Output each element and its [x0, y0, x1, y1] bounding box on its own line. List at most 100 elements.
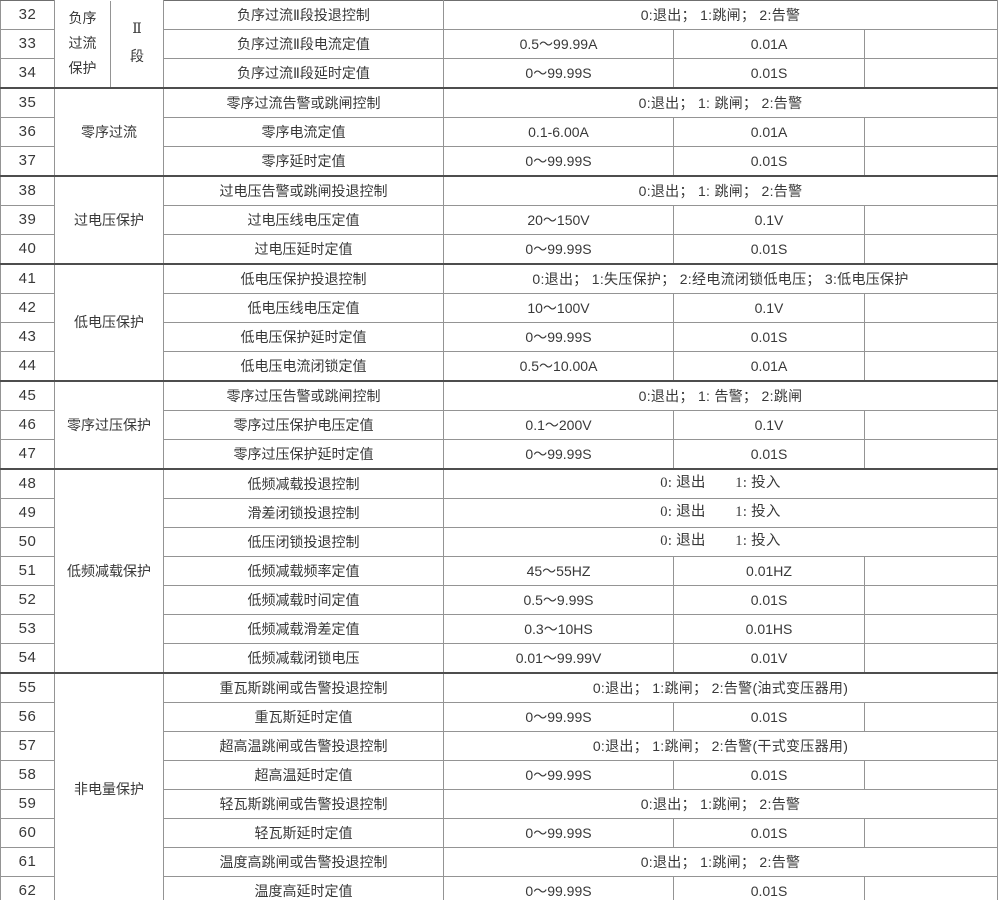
note-cell	[863, 234, 999, 265]
item-cell: 零序过压保护延时定值	[163, 439, 444, 470]
range-cell: 10～100V	[443, 293, 674, 323]
step-cell: 0.01S	[673, 818, 865, 848]
step-cell: 0.01HZ	[673, 556, 865, 586]
item-cell: 低频减载频率定值	[163, 556, 444, 586]
category-cell: 负序过流保护	[54, 0, 111, 89]
row-number: 53	[0, 614, 55, 644]
row-number: 38	[0, 175, 55, 206]
range-cell: 20～150V	[443, 205, 674, 235]
range-cell: 0～99.99S	[443, 234, 674, 265]
row-number: 58	[0, 760, 55, 790]
table-row: 34 负序过流Ⅱ段延时定值 0～99.99S 0.01S	[0, 58, 999, 89]
note-cell	[863, 351, 999, 382]
step-cell: 0.01S	[673, 146, 865, 177]
step-cell: 0.01S	[673, 702, 865, 732]
step-cell: 0.01A	[673, 117, 865, 147]
options-cell: 0:退出； 1:跳闸； 2:告警	[442, 847, 999, 877]
item-cell: 负序过流Ⅱ段电流定值	[163, 29, 444, 59]
table-row: 61 温度高跳闸或告警投退控制 0:退出； 1:跳闸； 2:告警	[0, 847, 999, 877]
step-cell: 0.01S	[673, 439, 865, 470]
row-number: 37	[0, 146, 55, 177]
range-cell: 0～99.99S	[443, 818, 674, 848]
item-cell: 零序过压保护电压定值	[163, 410, 444, 440]
item-cell: 重瓦斯跳闸或告警投退控制	[163, 672, 444, 703]
row-number: 42	[0, 293, 55, 323]
options-cell: 0:退出； 1:跳闸； 2:告警	[442, 0, 999, 30]
range-cell: 0～99.99S	[443, 58, 674, 89]
row-number: 60	[0, 818, 55, 848]
table-row: 55 非电量保护 重瓦斯跳闸或告警投退控制 0:退出； 1:跳闸； 2:告警(油…	[0, 672, 999, 900]
item-cell: 低频减载投退控制	[163, 468, 444, 499]
item-cell: 过电压告警或跳闸投退控制	[163, 175, 444, 206]
note-cell	[863, 58, 999, 89]
item-cell: 轻瓦斯延时定值	[163, 818, 444, 848]
item-cell: 零序延时定值	[163, 146, 444, 177]
range-cell: 0～99.99S	[443, 322, 674, 352]
row-number: 55	[0, 672, 55, 703]
subcategory-cell: Ⅱ 段	[110, 0, 164, 89]
options-cell: 0: 退出 1: 投入	[442, 527, 999, 557]
category-cell: 低频减载保护	[54, 468, 164, 674]
range-cell: 0～99.99S	[443, 439, 674, 470]
table-row: 41 低电压保护 低电压保护投退控制 0:退出； 1:失压保护； 2:经电流闭锁…	[0, 263, 999, 382]
item-cell: 重瓦斯延时定值	[163, 702, 444, 732]
category-cell: 零序过压保护	[54, 380, 164, 470]
step-cell: 0.01A	[673, 29, 865, 59]
range-cell: 0.5～10.00A	[443, 351, 674, 382]
row-number: 61	[0, 847, 55, 877]
item-cell: 零序过流告警或跳闸控制	[163, 87, 444, 118]
item-cell: 轻瓦斯跳闸或告警投退控制	[163, 789, 444, 819]
step-cell: 0.01S	[673, 234, 865, 265]
item-cell: 超高温延时定值	[163, 760, 444, 790]
item-cell: 零序电流定值	[163, 117, 444, 147]
table-row: 48 低频减载保护 低频减载投退控制 0: 退出 1: 投入	[0, 468, 999, 674]
table-row: 53 低频减载滑差定值 0.3～10HS 0.01HS	[0, 614, 999, 644]
step-cell: 0.01A	[673, 351, 865, 382]
category-label: 负序过流保护	[68, 9, 97, 77]
options-cell: 0: 退出 1: 投入	[442, 498, 999, 528]
step-cell: 0.1V	[673, 410, 865, 440]
range-cell: 0～99.99S	[443, 760, 674, 790]
range-cell: 0.5～9.99S	[443, 585, 674, 615]
item-cell: 低频减载闭锁电压	[163, 643, 444, 674]
step-cell: 0.01S	[673, 58, 865, 89]
table-row: 46 零序过压保护电压定值 0.1～200V 0.1V	[0, 410, 999, 440]
row-number: 36	[0, 117, 55, 147]
item-cell: 过电压线电压定值	[163, 205, 444, 235]
table-row: 38 过电压保护 过电压告警或跳闸投退控制 0:退出； 1: 跳闸； 2:告警	[0, 175, 999, 265]
note-cell	[863, 760, 999, 790]
item-cell: 低频减载时间定值	[163, 585, 444, 615]
table-row: 62 温度高延时定值 0～99.99S 0.01S	[0, 876, 999, 900]
table-row: 39 过电压线电压定值 20～150V 0.1V	[0, 205, 999, 235]
row-number: 50	[0, 527, 55, 557]
note-cell	[863, 818, 999, 848]
table-row: 43 低电压保护延时定值 0～99.99S 0.01S	[0, 322, 999, 352]
note-cell	[863, 322, 999, 352]
note-cell	[863, 614, 999, 644]
item-cell: 低频减载滑差定值	[163, 614, 444, 644]
options-cell: 0:退出； 1: 跳闸； 2:告警	[442, 175, 999, 206]
row-number: 59	[0, 789, 55, 819]
table-row: 32 负序过流保护 Ⅱ 段 负序过流Ⅱ段投退控制 0:退出； 1:跳闸； 2:告…	[0, 0, 999, 89]
item-cell: 低电压线电压定值	[163, 293, 444, 323]
item-cell: 负序过流Ⅱ段投退控制	[163, 0, 444, 30]
options-cell: 0:退出； 1: 告警； 2:跳闸	[442, 380, 999, 411]
step-cell: 0.01S	[673, 585, 865, 615]
note-cell	[863, 29, 999, 59]
range-cell: 0～99.99S	[443, 146, 674, 177]
options-cell: 0: 退出 1: 投入	[442, 468, 999, 499]
row-number: 33	[0, 29, 55, 59]
note-cell	[863, 205, 999, 235]
step-cell: 0.01S	[673, 322, 865, 352]
step-cell: 0.01V	[673, 643, 865, 674]
step-cell: 0.1V	[673, 205, 865, 235]
note-cell	[863, 556, 999, 586]
table-row: 57 超高温跳闸或告警投退控制 0:退出； 1:跳闸； 2:告警(干式变压器用)	[0, 731, 999, 761]
table-row: 51 低频减载频率定值 45～55HZ 0.01HZ	[0, 556, 999, 586]
row-number: 52	[0, 585, 55, 615]
row-number: 56	[0, 702, 55, 732]
row-number: 45	[0, 380, 55, 411]
table-row: 36 零序电流定值 0.1-6.00A 0.01A	[0, 117, 999, 147]
note-cell	[863, 439, 999, 470]
